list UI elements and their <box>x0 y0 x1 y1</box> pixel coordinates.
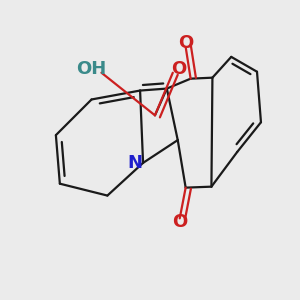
Text: OH: OH <box>76 60 107 78</box>
Text: O: O <box>178 34 193 52</box>
Text: O: O <box>171 60 186 78</box>
Text: O: O <box>172 213 187 231</box>
Text: N: N <box>128 154 142 172</box>
